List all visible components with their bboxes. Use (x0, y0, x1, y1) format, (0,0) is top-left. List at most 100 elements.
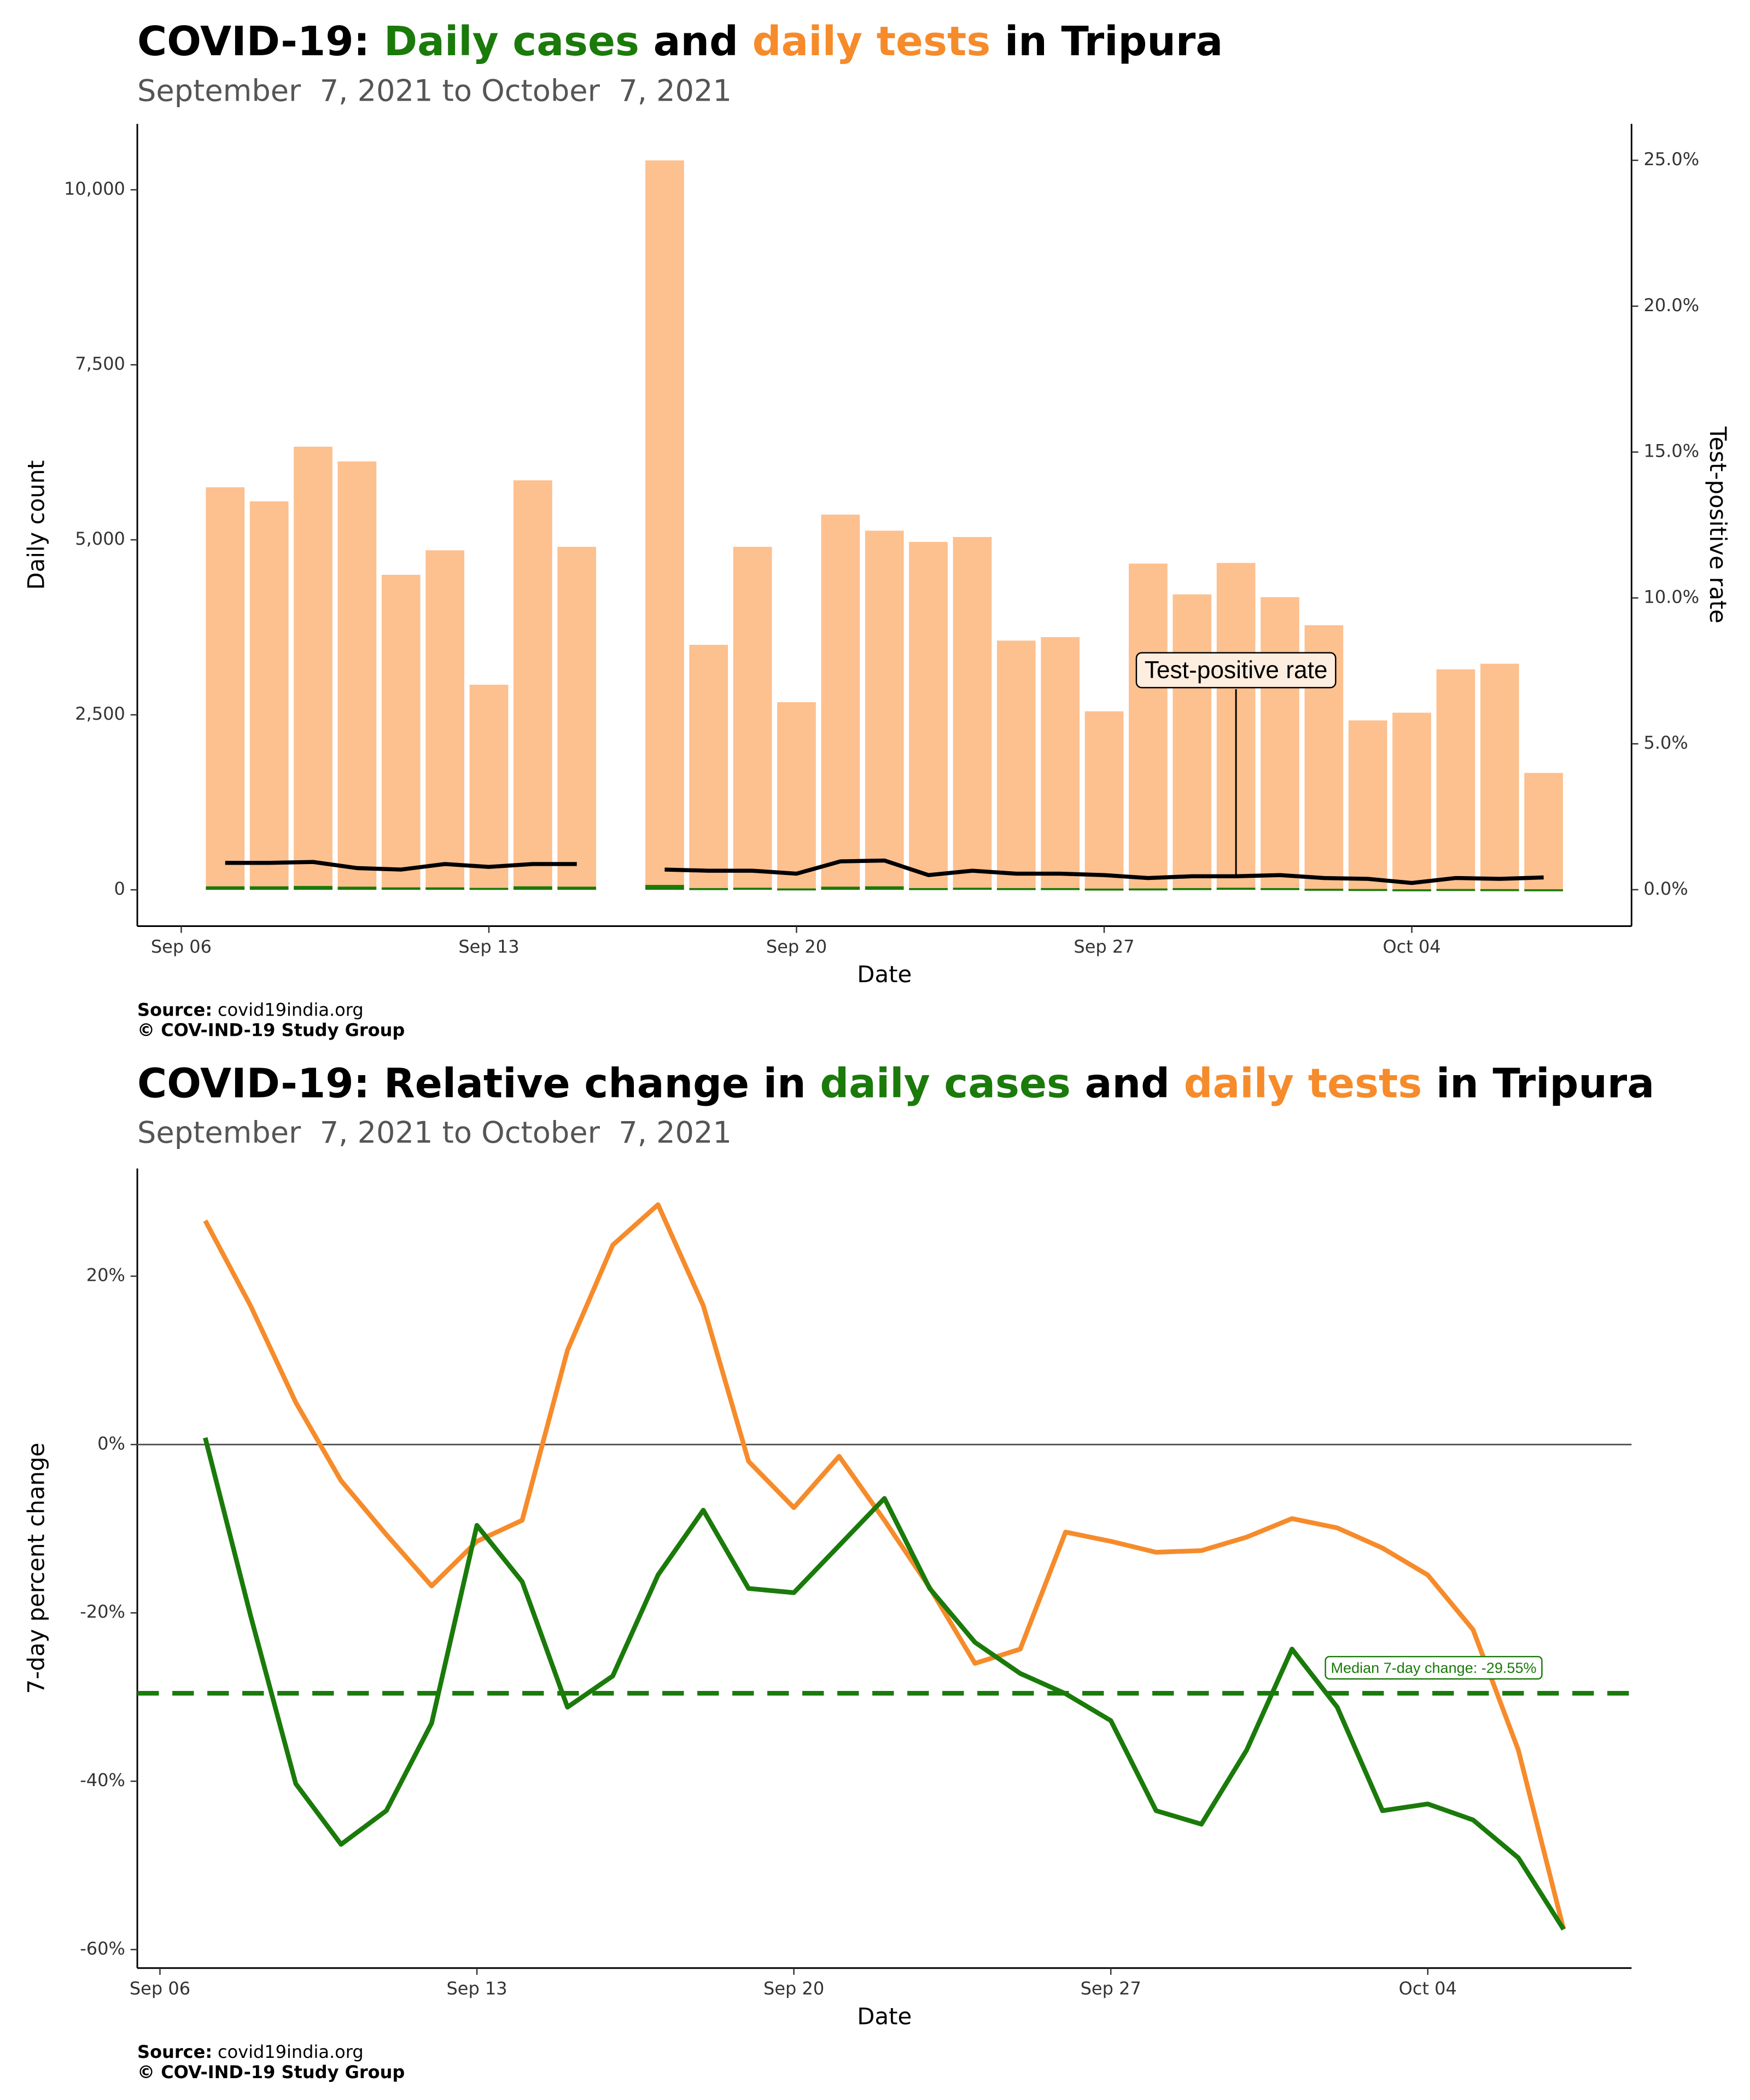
y-tick-label: 0% (97, 1433, 125, 1454)
x-tick-label: Sep 06 (151, 936, 212, 957)
series-line (225, 860, 577, 872)
bar (865, 530, 904, 890)
bar (777, 888, 816, 891)
bar (425, 550, 464, 890)
source-text: covid19india.org (218, 1000, 364, 1020)
bar (249, 501, 289, 890)
title-part: daily cases (820, 1060, 1071, 1107)
bar (1261, 888, 1299, 890)
bar (1348, 720, 1387, 890)
bar (1216, 888, 1256, 890)
y2-tick-label: 5.0% (1644, 732, 1688, 753)
credit: © COV-IND-19 Study Group (137, 1020, 405, 1041)
bar (1436, 889, 1475, 891)
bar (1392, 713, 1431, 890)
x-tick-label: Sep 06 (130, 1978, 190, 1999)
bar (249, 886, 289, 890)
x-tick-label: Sep 13 (446, 1978, 507, 1999)
bar (996, 888, 1036, 890)
source-text: covid19india.org (218, 2041, 364, 2062)
bar (1304, 889, 1344, 891)
title-part: daily tests (1184, 1060, 1422, 1107)
median-label-box (1325, 1655, 1543, 1680)
y2-tick-label: 15.0% (1644, 441, 1700, 462)
title-part: COVID-19: (137, 18, 384, 65)
bar (469, 685, 509, 890)
bar (909, 888, 948, 890)
y-axis-title: Daily count (22, 460, 49, 590)
y-tick-label: 7,500 (75, 353, 125, 374)
bar (1392, 889, 1431, 891)
bar (953, 536, 992, 890)
bar (1524, 773, 1564, 890)
title-part: and (639, 18, 752, 65)
bar (996, 640, 1036, 890)
y2-axis-title: Test-positive rate (1705, 426, 1731, 623)
series-line (203, 1202, 1566, 1930)
y-tick-label: 20% (86, 1265, 125, 1286)
bar (294, 886, 332, 890)
title-part: daily tests (752, 18, 991, 65)
bar (1129, 888, 1168, 891)
annotation: Test-positive rate (1145, 657, 1328, 684)
chart-subtitle: September 7, 2021 to October 7, 2021 (137, 73, 732, 108)
series-line (203, 1437, 1566, 1931)
bar (1348, 889, 1387, 891)
source: Source: covid19india.org (137, 2041, 364, 2062)
bar (1436, 669, 1475, 890)
bar (1084, 888, 1124, 891)
bar (689, 645, 728, 890)
y2-tick-label: 10.0% (1644, 586, 1700, 607)
title-part: COVID-19: Relative change in (137, 1060, 820, 1107)
bar (1041, 888, 1080, 890)
bar (206, 886, 245, 890)
x-axis-title: Date (857, 2003, 912, 2029)
bar (206, 487, 245, 890)
chart-title: COVID-19: Daily cases and daily tests in… (137, 18, 1223, 65)
bar (337, 886, 377, 890)
bar (645, 160, 684, 890)
source-label: Source: (137, 2041, 212, 2062)
bar (381, 575, 421, 890)
y-tick-label: -40% (80, 1770, 125, 1790)
bar (337, 461, 377, 890)
y-tick-label: -60% (80, 1938, 125, 1959)
bar (821, 886, 860, 890)
chart-subtitle: September 7, 2021 to October 7, 2021 (137, 1116, 732, 1150)
x-axis-title: Date (857, 961, 912, 988)
bar (733, 888, 772, 890)
bar (1261, 597, 1299, 890)
y-tick-label: 10,000 (64, 178, 125, 199)
bar (381, 887, 421, 890)
title-part: in Tripura (990, 18, 1223, 65)
x-tick-label: Sep 20 (766, 936, 827, 957)
x-tick-label: Sep 13 (458, 936, 519, 957)
y-tick-label: 5,000 (75, 528, 125, 549)
chart-title: COVID-19: Relative change in daily cases… (137, 1060, 1654, 1107)
credit: © COV-IND-19 Study Group (137, 2062, 405, 2082)
bar (733, 546, 772, 890)
source-label: Source: (137, 1000, 212, 1020)
title-part: in Tripura (1422, 1060, 1654, 1107)
bar (1084, 711, 1124, 890)
bar (1041, 637, 1080, 890)
bar (513, 886, 552, 890)
y2-tick-label: 20.0% (1644, 295, 1700, 316)
bar (425, 887, 464, 890)
title-part: and (1071, 1060, 1184, 1107)
bar (821, 514, 860, 890)
bar (1172, 594, 1212, 890)
bar (1480, 889, 1519, 891)
y2-tick-label: 0.0% (1644, 878, 1688, 899)
bar (294, 446, 332, 890)
bar (909, 541, 948, 890)
bar (953, 888, 992, 890)
bar (645, 885, 684, 890)
bar (557, 546, 597, 890)
bar (557, 886, 597, 890)
y2-tick-label: 25.0% (1644, 149, 1700, 170)
bar (689, 888, 728, 890)
bar (865, 886, 904, 890)
bar (1129, 563, 1168, 890)
